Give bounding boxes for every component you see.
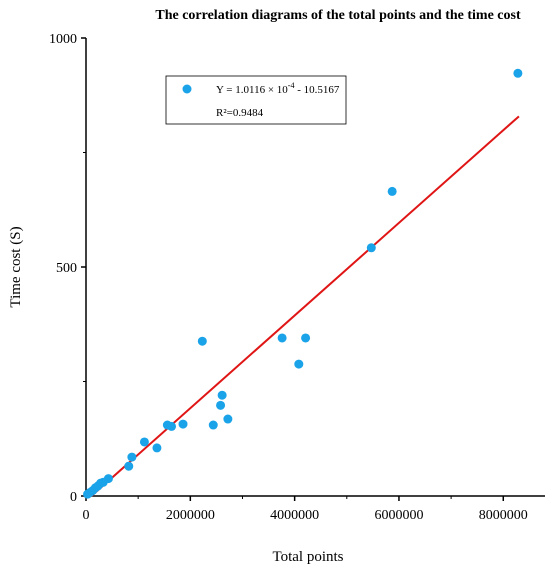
data-point <box>139 437 149 447</box>
y-tick-label: 500 <box>56 261 77 276</box>
y-axis-label: Time cost (S) <box>8 226 24 307</box>
data-point <box>152 443 162 453</box>
data-point <box>301 333 311 343</box>
chart-title: The correlation diagrams of the total po… <box>155 8 521 23</box>
x-tick-label: 2000000 <box>166 508 215 523</box>
data-point <box>167 421 177 431</box>
legend-equation: Y = 1.0116 × 10-4 - 10.5167 <box>216 81 340 96</box>
data-point <box>366 243 376 253</box>
data-point <box>223 414 233 424</box>
data-point <box>277 333 287 343</box>
data-point <box>127 452 137 462</box>
fit-line-group <box>90 115 520 497</box>
legend: Y = 1.0116 × 10-4 - 10.5167 R²=0.9484 <box>165 75 347 125</box>
x-tick-label: 0 <box>83 508 90 523</box>
x-axis-label: Total points <box>272 549 343 565</box>
legend-marker <box>182 84 192 94</box>
data-point <box>387 186 397 196</box>
x-tick-label: 6000000 <box>374 508 423 523</box>
data-point <box>513 68 523 78</box>
x-ticks: 0 2000000 4000000 6000000 8000000 <box>83 496 528 523</box>
y-tick-label: 1000 <box>49 32 77 47</box>
data-point <box>294 359 304 369</box>
plot-area: 0 500 1000 0 2000000 4000000 6000000 8000000 <box>49 32 545 523</box>
legend-box <box>165 75 347 125</box>
data-point <box>178 419 188 429</box>
data-point <box>124 461 134 471</box>
data-point <box>208 420 218 430</box>
x-tick-label: 8000000 <box>479 508 528 523</box>
fit-line <box>90 115 520 497</box>
x-tick-label: 4000000 <box>270 508 319 523</box>
y-tick-label: 0 <box>70 490 77 505</box>
legend-r-squared: R²=0.9484 <box>216 107 264 119</box>
data-points <box>83 68 523 499</box>
data-point <box>216 400 226 410</box>
data-point <box>217 390 227 400</box>
data-point <box>197 336 207 346</box>
data-point <box>103 474 113 484</box>
y-ticks: 0 500 1000 <box>49 32 86 505</box>
